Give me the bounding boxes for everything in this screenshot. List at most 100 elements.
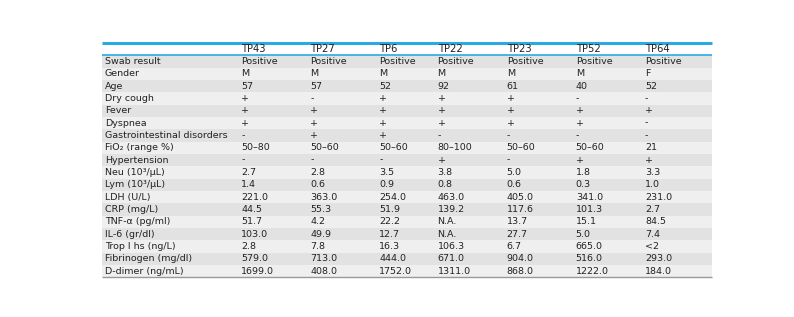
Text: 51.9: 51.9	[380, 205, 400, 214]
Text: TP43: TP43	[241, 44, 265, 54]
Text: 2.8: 2.8	[241, 242, 256, 251]
Text: 55.3: 55.3	[310, 205, 331, 214]
Text: Lym (10³/μL): Lym (10³/μL)	[105, 180, 165, 189]
Text: +: +	[437, 156, 445, 165]
Text: +: +	[310, 106, 318, 115]
Text: D-dimer (ng/mL): D-dimer (ng/mL)	[105, 267, 183, 275]
Text: 293.0: 293.0	[645, 254, 672, 263]
Text: 50–60: 50–60	[507, 143, 535, 152]
Text: 405.0: 405.0	[507, 193, 534, 202]
Text: Trop I hs (ng/L): Trop I hs (ng/L)	[105, 242, 175, 251]
Text: 671.0: 671.0	[437, 254, 464, 263]
Text: 2.8: 2.8	[310, 168, 326, 177]
Text: 713.0: 713.0	[310, 254, 337, 263]
Text: +: +	[241, 106, 249, 115]
Text: 408.0: 408.0	[310, 267, 337, 275]
Text: 3.3: 3.3	[645, 168, 660, 177]
Text: 52: 52	[380, 81, 391, 91]
Text: 3.5: 3.5	[380, 168, 395, 177]
Text: 3.8: 3.8	[437, 168, 453, 177]
Text: CRP (mg/L): CRP (mg/L)	[105, 205, 158, 214]
Text: 139.2: 139.2	[437, 205, 464, 214]
Text: 44.5: 44.5	[241, 205, 262, 214]
Text: 579.0: 579.0	[241, 254, 268, 263]
Text: Gastrointestinal disorders: Gastrointestinal disorders	[105, 131, 227, 140]
Text: Positive: Positive	[645, 57, 681, 66]
Text: 0.8: 0.8	[437, 180, 453, 189]
Text: FiO₂ (range %): FiO₂ (range %)	[105, 143, 174, 152]
FancyBboxPatch shape	[102, 253, 711, 265]
Text: Positive: Positive	[380, 57, 416, 66]
Text: Positive: Positive	[241, 57, 278, 66]
Text: -: -	[241, 156, 245, 165]
Text: +: +	[437, 119, 445, 127]
Text: +: +	[310, 119, 318, 127]
Text: 5.0: 5.0	[576, 230, 591, 239]
Text: TP23: TP23	[507, 44, 531, 54]
Text: 0.6: 0.6	[507, 180, 522, 189]
Text: 665.0: 665.0	[576, 242, 603, 251]
FancyBboxPatch shape	[102, 129, 711, 142]
Text: +: +	[437, 94, 445, 103]
Text: 49.9: 49.9	[310, 230, 331, 239]
Text: 50–60: 50–60	[380, 143, 408, 152]
FancyBboxPatch shape	[102, 166, 711, 178]
Text: +: +	[576, 119, 584, 127]
Text: +: +	[645, 156, 653, 165]
Text: 363.0: 363.0	[310, 193, 337, 202]
Text: 40: 40	[576, 81, 588, 91]
Text: -: -	[437, 131, 441, 140]
Text: -: -	[645, 94, 648, 103]
Text: Positive: Positive	[507, 57, 543, 66]
Text: 80–100: 80–100	[437, 143, 472, 152]
Text: M: M	[576, 69, 584, 78]
Text: 57: 57	[241, 81, 253, 91]
FancyBboxPatch shape	[102, 154, 711, 166]
Text: 444.0: 444.0	[380, 254, 407, 263]
Text: 50–80: 50–80	[241, 143, 270, 152]
FancyBboxPatch shape	[102, 228, 711, 240]
Text: +: +	[507, 119, 515, 127]
Text: Swab result: Swab result	[105, 57, 160, 66]
Text: 13.7: 13.7	[507, 217, 528, 226]
Text: IL-6 (gr/dl): IL-6 (gr/dl)	[105, 230, 154, 239]
Text: <2: <2	[645, 242, 659, 251]
Text: +: +	[645, 106, 653, 115]
Text: -: -	[645, 131, 648, 140]
Text: +: +	[241, 119, 249, 127]
Text: +: +	[507, 106, 515, 115]
Text: +: +	[380, 131, 387, 140]
Text: 101.3: 101.3	[576, 205, 603, 214]
Text: TNF-α (pg/ml): TNF-α (pg/ml)	[105, 217, 170, 226]
Text: +: +	[380, 94, 387, 103]
Text: M: M	[310, 69, 318, 78]
Text: +: +	[576, 156, 584, 165]
Text: 4.2: 4.2	[310, 217, 326, 226]
Text: 1311.0: 1311.0	[437, 267, 471, 275]
Text: TP64: TP64	[645, 44, 669, 54]
Text: 52: 52	[645, 81, 657, 91]
Text: 231.0: 231.0	[645, 193, 672, 202]
Text: TP52: TP52	[576, 44, 600, 54]
Text: M: M	[241, 69, 249, 78]
Text: 221.0: 221.0	[241, 193, 268, 202]
Text: 1752.0: 1752.0	[380, 267, 412, 275]
Text: N.A.: N.A.	[437, 230, 457, 239]
Text: 21: 21	[645, 143, 657, 152]
Text: 2.7: 2.7	[645, 205, 660, 214]
Text: Positive: Positive	[576, 57, 612, 66]
FancyBboxPatch shape	[102, 178, 711, 191]
Text: 341.0: 341.0	[576, 193, 603, 202]
Text: 84.5: 84.5	[645, 217, 666, 226]
Text: -: -	[645, 119, 648, 127]
Text: TP27: TP27	[310, 44, 335, 54]
Text: -: -	[310, 156, 314, 165]
FancyBboxPatch shape	[102, 203, 711, 216]
Text: -: -	[576, 131, 579, 140]
Text: Gender: Gender	[105, 69, 140, 78]
Text: TP22: TP22	[437, 44, 462, 54]
Text: 22.2: 22.2	[380, 217, 400, 226]
FancyBboxPatch shape	[102, 80, 711, 92]
FancyBboxPatch shape	[102, 191, 711, 203]
Text: 1.0: 1.0	[645, 180, 660, 189]
